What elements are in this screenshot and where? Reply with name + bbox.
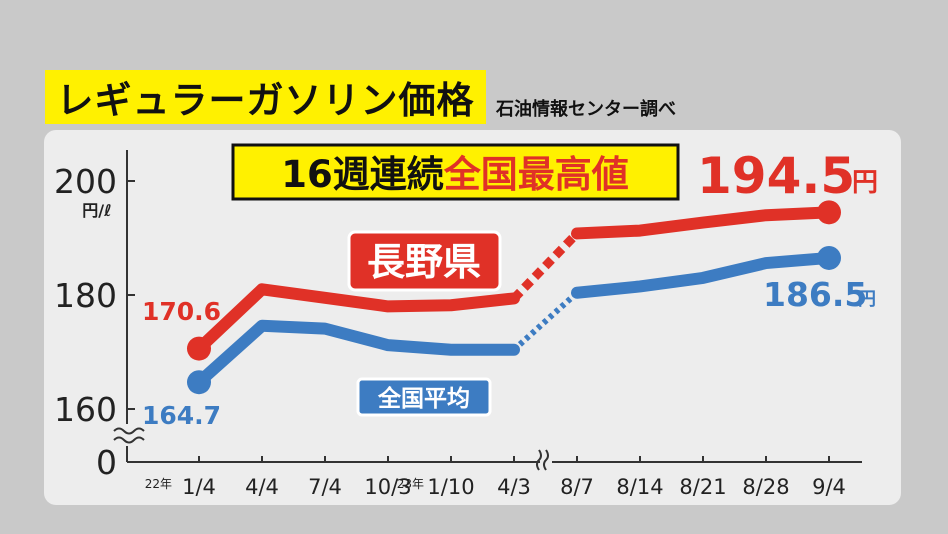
series-line-national: [193, 319, 520, 389]
headline-part2: 全国最高値: [443, 153, 629, 196]
series-start-point-national: [187, 370, 211, 395]
national-label-box: [356, 377, 492, 417]
nagano-start-value: 170.6: [142, 297, 221, 326]
x-tick-label: 4/4: [245, 475, 279, 499]
x-tick-label: 4/3: [497, 475, 531, 499]
nagano-series-name: 長野県: [367, 240, 481, 284]
national-end-value: 186.5: [763, 275, 867, 314]
chart-title-box: レギュラーガソリン価格: [45, 70, 486, 124]
x-tick-label: 8/14: [616, 475, 663, 499]
x-tick-label: 7/4: [308, 475, 342, 499]
series-line-dashed-national: [511, 290, 580, 352]
x-tick-label: 1/10: [427, 475, 474, 499]
y-unit-label: 円/ℓ: [82, 201, 111, 220]
series-line-nagano: [193, 283, 520, 355]
series-line-national-recent: [571, 251, 835, 299]
series-line-nagano-recent: [571, 206, 835, 240]
y-axis-break-mark: [113, 427, 145, 435]
series-line-dashed-nagano: [510, 230, 581, 302]
x-tick-label: 9/4: [812, 475, 846, 499]
y-tick-label: 0: [96, 443, 117, 482]
source-note: 石油情報センター調べ: [496, 99, 676, 120]
nagano-end-value: 194.5: [697, 147, 855, 205]
y-tick-label: 180: [54, 276, 117, 315]
national-series-name: 全国平均: [377, 385, 470, 412]
x-tick-label: 1/4: [182, 475, 216, 499]
x-tick-label: 10/3: [364, 475, 411, 499]
headline-box: [231, 143, 680, 201]
headline-part1: 16週連続: [281, 153, 444, 196]
y-tick-label: 160: [54, 390, 117, 429]
x-axis-break-mark: [543, 449, 549, 471]
x-tick-label: 8/7: [560, 475, 594, 499]
y-axis-break-mark: [113, 436, 145, 444]
series-end-point-national: [817, 245, 841, 270]
x-tick-label: 8/21: [679, 475, 726, 499]
chart-title: レギュラーガソリン価格: [56, 79, 475, 122]
nagano-label-box: [347, 230, 502, 292]
year-label: 22年: [145, 477, 172, 491]
national-start-value: 164.7: [142, 401, 221, 430]
x-tick-label: 8/28: [742, 475, 789, 499]
year-label: 23年: [397, 477, 424, 491]
x-axis-break-mark: [536, 449, 542, 471]
national-end-unit: 円: [858, 289, 876, 310]
y-tick-label: 200: [54, 162, 117, 201]
nagano-end-unit: 円: [852, 168, 878, 198]
series-end-point-nagano: [817, 200, 841, 225]
headline-text: 16週連続全国最高値: [281, 153, 629, 196]
series-start-point-nagano: [187, 336, 211, 361]
